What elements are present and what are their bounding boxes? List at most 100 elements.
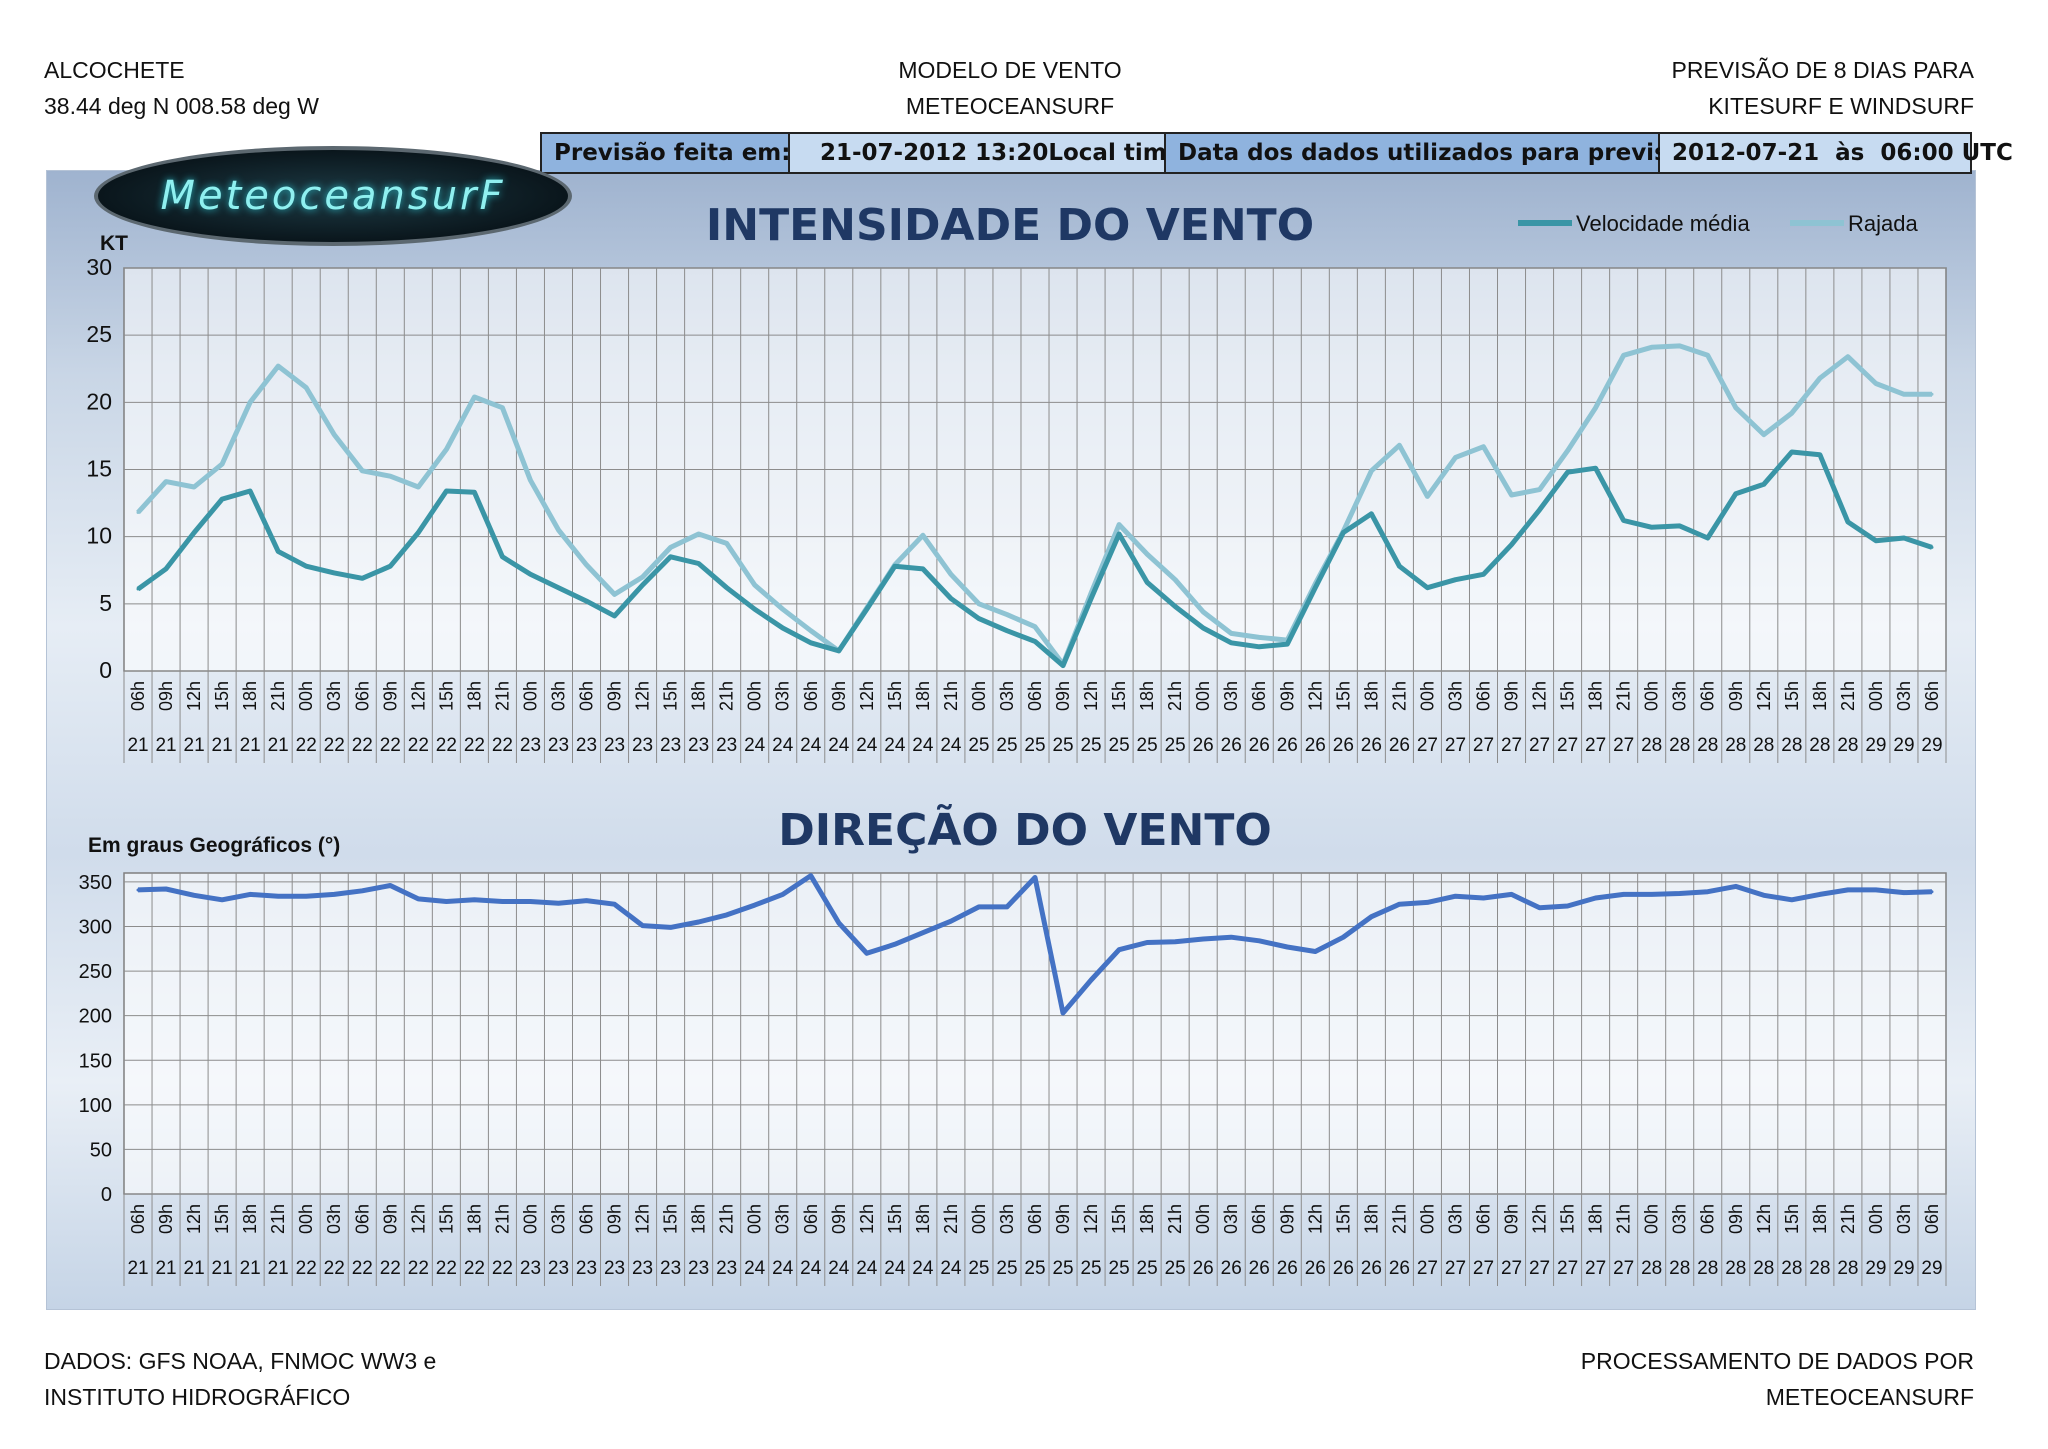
x-tick-day: 28 <box>1837 735 1858 756</box>
data-point <box>472 898 476 902</box>
data-point <box>220 898 224 902</box>
x-tick-hour: 06h <box>577 681 597 711</box>
x-tick-hour: 09h <box>605 681 625 711</box>
data-point <box>1089 596 1093 600</box>
x-tick-hour: 03h <box>548 681 568 711</box>
data-point <box>1229 935 1233 939</box>
x-tick-hour: 09h <box>1502 681 1522 711</box>
x-tick-day: 21 <box>212 735 233 756</box>
data-point <box>725 541 729 545</box>
data-point <box>1790 450 1794 454</box>
data-date-label: Data dos dados utilizados para previsão: <box>1166 134 1708 172</box>
x-tick-day: 25 <box>968 735 989 756</box>
x-tick-hour: 09h <box>380 1204 400 1234</box>
data-point <box>1874 888 1878 892</box>
x-tick-day: 25 <box>1024 1258 1045 1279</box>
x-tick-hour: 18h <box>464 1204 484 1234</box>
x-tick-hour: 09h <box>156 1204 176 1234</box>
data-point <box>697 532 701 536</box>
speed-legend: Velocidade média Rajada <box>1518 211 1918 236</box>
x-tick-day: 26 <box>1333 735 1354 756</box>
data-point <box>1005 905 1009 909</box>
data-point <box>164 567 168 571</box>
x-tick-day: 27 <box>1445 735 1466 756</box>
legend-label-gust: Rajada <box>1848 211 1918 236</box>
x-tick-hour: 00h <box>520 681 540 711</box>
x-tick-hour: 15h <box>885 681 905 711</box>
x-tick-hour: 21h <box>268 1204 288 1234</box>
data-point <box>865 607 869 611</box>
x-tick-hour: 00h <box>1417 681 1437 711</box>
data-point <box>1397 443 1401 447</box>
data-point <box>1285 642 1289 646</box>
x-tick-day: 22 <box>464 1258 485 1279</box>
x-tick-hour: 18h <box>1361 1204 1381 1234</box>
x-tick-day: 25 <box>1137 1258 1158 1279</box>
location-name: ALCOCHETE <box>44 57 185 83</box>
x-tick-day: 29 <box>1893 735 1914 756</box>
x-tick-hour: 03h <box>1445 1204 1465 1234</box>
data-point <box>1510 493 1514 497</box>
x-tick-day: 28 <box>1641 735 1662 756</box>
x-tick-day: 25 <box>1165 1258 1186 1279</box>
data-point <box>977 602 981 606</box>
y-tick-label: 300 <box>79 917 112 939</box>
data-point <box>641 575 645 579</box>
x-tick-day: 28 <box>1669 1258 1690 1279</box>
x-tick-hour: 09h <box>1726 681 1746 711</box>
x-tick-hour: 15h <box>1558 681 1578 711</box>
data-point <box>1397 902 1401 906</box>
x-tick-day: 25 <box>1080 1258 1101 1279</box>
x-tick-day: 28 <box>1809 1258 1830 1279</box>
x-tick-day: 26 <box>1333 1258 1354 1279</box>
x-tick-day: 28 <box>1725 1258 1746 1279</box>
y-tick-label: 350 <box>79 872 112 894</box>
data-point <box>1650 892 1654 896</box>
logo-text: MeteoceansurF <box>160 173 506 219</box>
data-point <box>1762 893 1766 897</box>
data-point <box>921 931 925 935</box>
data-point <box>1201 610 1205 614</box>
x-tick-day: 22 <box>324 735 345 756</box>
data-point <box>1622 892 1626 896</box>
x-tick-hour: 09h <box>1053 681 1073 711</box>
data-point <box>416 531 420 535</box>
data-point <box>1145 941 1149 945</box>
data-point <box>1229 641 1233 645</box>
data-point <box>1566 470 1570 474</box>
data-point <box>641 583 645 587</box>
data-point <box>136 888 140 892</box>
data-point <box>1033 625 1037 629</box>
x-tick-hour: 03h <box>997 1204 1017 1234</box>
x-tick-day: 23 <box>716 735 737 756</box>
data-point <box>1005 613 1009 617</box>
x-tick-hour: 15h <box>1333 1204 1353 1234</box>
x-tick-day: 26 <box>1389 735 1410 756</box>
x-tick-hour: 12h <box>1754 681 1774 711</box>
x-tick-day: 23 <box>576 735 597 756</box>
x-tick-day: 28 <box>1781 735 1802 756</box>
x-tick-hour: 12h <box>1530 681 1550 711</box>
x-tick-hour: 12h <box>1081 681 1101 711</box>
data-point <box>1313 949 1317 953</box>
data-point <box>1033 875 1037 879</box>
x-tick-day: 25 <box>1109 1258 1130 1279</box>
x-tick-hour: 12h <box>408 681 428 711</box>
x-tick-day: 21 <box>127 735 148 756</box>
x-tick-hour: 06h <box>1698 681 1718 711</box>
x-tick-hour: 00h <box>969 681 989 711</box>
x-tick-hour: 06h <box>577 1204 597 1234</box>
data-point <box>1790 898 1794 902</box>
footer-processing: PROCESSAMENTO DE DADOS POR METEOCEANSURF <box>1581 1343 1974 1415</box>
model-source: METEOCEANSURF <box>905 93 1115 119</box>
x-tick-hour: 15h <box>1109 681 1129 711</box>
footer-data-sources: DADOS: GFS NOAA, FNMOC WW3 e INSTITUTO H… <box>44 1343 436 1415</box>
data-point <box>921 567 925 571</box>
x-tick-day: 22 <box>296 735 317 756</box>
data-point <box>472 490 476 494</box>
x-tick-hour: 18h <box>1586 681 1606 711</box>
plot-area <box>123 872 1947 1195</box>
x-tick-day: 26 <box>1389 1258 1410 1279</box>
data-point <box>781 892 785 896</box>
